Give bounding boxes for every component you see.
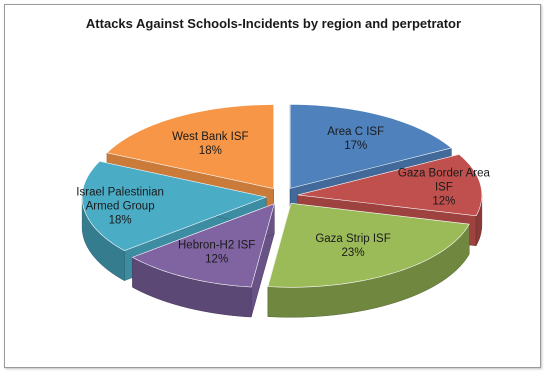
slice-category-label: Gaza Strip ISF [315,233,390,245]
pie-slice [289,104,453,189]
slice-category-label: West Bank ISF [172,131,248,143]
pie-slice [267,202,470,288]
pie-slice [106,104,274,189]
pie-slice [131,203,275,288]
slice-percent-label: 18% [199,145,222,157]
slice-category-label: Armed Group [86,201,155,213]
pie-slice [81,161,268,251]
slice-category-label: ISF [435,181,453,193]
slice-percent-label: 18% [109,215,132,227]
slice-category-label: Hebron-H2 ISF [178,240,255,252]
slice-category-label: Israel Palestinian [76,187,164,199]
slice-category-label: Area C ISF [327,126,384,138]
chart-title: Attacks Against Schools-Incidents by reg… [85,16,462,31]
pie-slice [297,154,483,217]
slice-percent-label: 23% [342,247,365,259]
slice-percent-label: 12% [205,254,228,266]
slice-category-label: Gaza Border Area [398,167,491,179]
slice-percent-label: 12% [432,195,455,207]
slice-percent-label: 17% [344,140,367,152]
